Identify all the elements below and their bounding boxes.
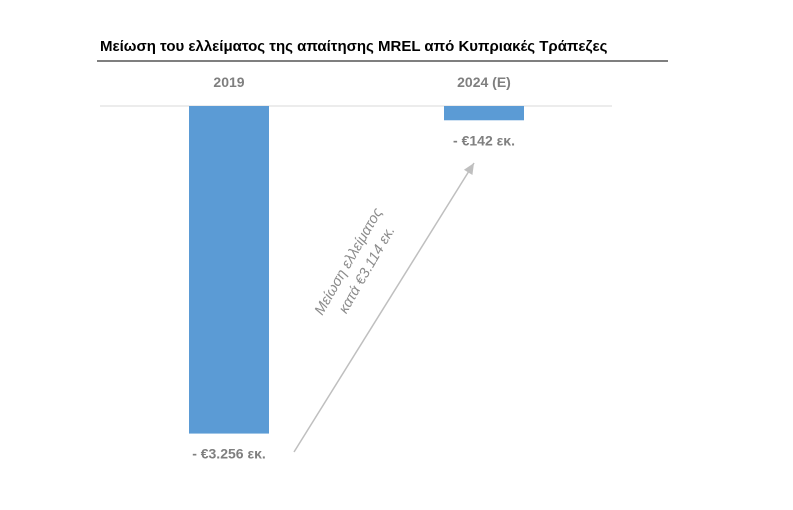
bar-2019	[189, 106, 269, 434]
bar-2024-e	[444, 106, 524, 121]
reduction-annotation: Μείωση ελλείματος κατά €3.114 εκ.	[312, 202, 405, 328]
arrow-head	[463, 163, 474, 175]
category-label-2024-e: 2024 (E)	[457, 74, 511, 90]
value-label-2024-e: - €142 εκ.	[453, 132, 515, 148]
reduction-arrow	[293, 162, 475, 453]
category-label-2019: 2019	[213, 74, 244, 90]
arrow-shaft	[293, 162, 475, 453]
value-label-2019: - €3.256 εκ.	[192, 446, 266, 462]
chart-title: Μείωση του ελλείματος της απαίτησης MREL…	[100, 38, 608, 55]
